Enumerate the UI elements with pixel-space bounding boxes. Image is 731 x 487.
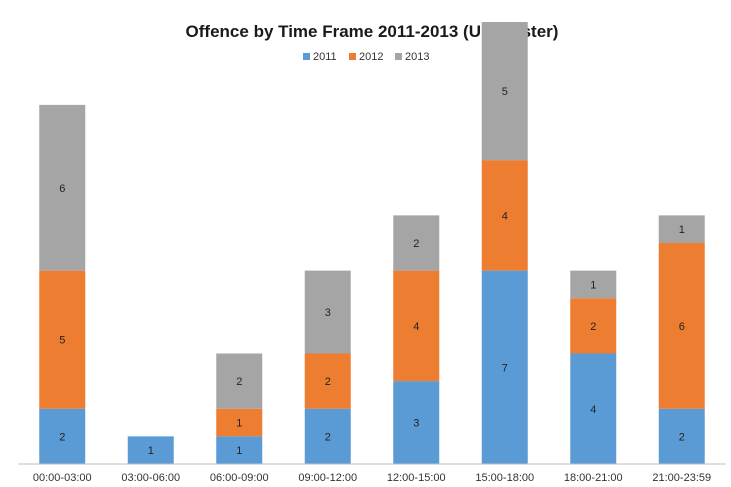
bar-2012-06:00-09:00 (216, 408, 263, 437)
data-label-2013-18:00-21:00: 1 (590, 279, 596, 291)
x-tick-label-03:00-06:00: 03:00-06:00 (121, 472, 180, 484)
data-label-2013-12:00-15:00: 2 (413, 238, 419, 250)
bar-2013-09:00-12:00 (304, 270, 351, 354)
data-label-2013-00:00-03:00: 6 (59, 183, 65, 195)
bar-2011-18:00-21:00 (570, 353, 617, 464)
chart-title: Offence by Time Frame 2011-2013 (Upminst… (186, 22, 559, 41)
data-label-2011-00:00-03:00: 2 (59, 431, 65, 443)
data-label-2012-21:00-23:59: 6 (679, 321, 685, 333)
data-label-2013-15:00-18:00: 5 (502, 86, 508, 98)
bar-2013-15:00-18:00 (481, 22, 528, 161)
bar-2011-00:00-03:00 (39, 408, 86, 464)
bar-2013-06:00-09:00 (216, 353, 263, 409)
data-label-2012-12:00-15:00: 4 (413, 321, 419, 333)
x-tick-label-09:00-12:00: 09:00-12:00 (298, 472, 357, 484)
bar-2012-15:00-18:00 (481, 160, 528, 271)
data-label-2011-06:00-09:00: 1 (236, 445, 242, 457)
x-tick-label-06:00-09:00: 06:00-09:00 (210, 472, 269, 484)
bar-2012-12:00-15:00 (393, 270, 440, 382)
bar-2012-21:00-23:59 (658, 243, 705, 409)
legend-swatch-2012 (349, 53, 356, 60)
x-tick-label-00:00-03:00: 00:00-03:00 (33, 472, 92, 484)
legend-label-2011: 2011 (313, 51, 337, 63)
data-label-2011-15:00-18:00: 7 (502, 362, 508, 374)
data-label-2011-09:00-12:00: 2 (325, 431, 331, 443)
bar-2011-15:00-18:00 (481, 270, 528, 464)
bar-2012-09:00-12:00 (304, 353, 351, 409)
legend-label-2013: 2013 (405, 51, 429, 63)
data-label-2012-00:00-03:00: 5 (59, 335, 65, 347)
bar-2011-03:00-06:00 (127, 436, 174, 464)
legend-swatch-2013 (395, 53, 402, 60)
bar-2012-18:00-21:00 (570, 298, 617, 354)
data-label-2012-18:00-21:00: 2 (590, 321, 596, 333)
bar-2011-09:00-12:00 (304, 408, 351, 464)
x-tick-label-12:00-15:00: 12:00-15:00 (387, 472, 446, 484)
data-label-2012-06:00-09:00: 1 (236, 418, 242, 430)
data-label-2012-09:00-12:00: 2 (325, 376, 331, 388)
data-label-2011-21:00-23:59: 2 (679, 431, 685, 443)
bars-layer: 2 5 6 1 1 1 2 2 2 3 3 4 2 7 4 5 4 2 1 2 6 1 (39, 22, 705, 464)
bar-2011-12:00-15:00 (393, 381, 440, 464)
bar-2013-21:00-23:59 (658, 215, 705, 243)
chart-legend: 2011 2012 2013 (303, 51, 429, 63)
data-label-2011-03:00-06:00: 1 (148, 445, 154, 457)
legend-swatch-2011 (303, 53, 310, 60)
legend-label-2012: 2012 (359, 51, 383, 63)
x-tick-label-18:00-21:00: 18:00-21:00 (564, 472, 623, 484)
x-tick-label-21:00-23:59: 21:00-23:59 (652, 472, 711, 484)
bar-2011-06:00-09:00 (216, 436, 263, 464)
data-label-2012-15:00-18:00: 4 (502, 210, 508, 222)
bar-2013-00:00-03:00 (39, 104, 86, 271)
bar-2011-21:00-23:59 (658, 408, 705, 464)
x-tick-label-15:00-18:00: 15:00-18:00 (475, 472, 534, 484)
data-label-2011-12:00-15:00: 3 (413, 418, 419, 430)
data-label-2013-09:00-12:00: 3 (325, 307, 331, 319)
bar-2012-00:00-03:00 (39, 270, 86, 409)
bar-2013-12:00-15:00 (393, 215, 440, 271)
data-label-2011-18:00-21:00: 4 (590, 404, 596, 416)
bar-2013-18:00-21:00 (570, 270, 617, 299)
data-label-2013-06:00-09:00: 2 (236, 376, 242, 388)
x-tick-labels: 00:00-03:00 03:00-06:00 06:00-09:00 09:00-1… (33, 472, 711, 484)
data-label-2013-21:00-23:59: 1 (679, 224, 685, 236)
